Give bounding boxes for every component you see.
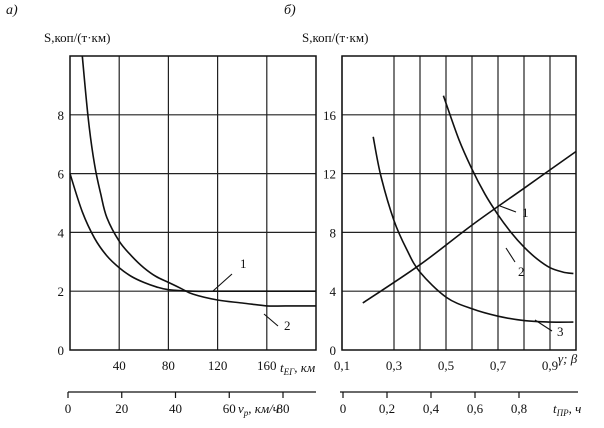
x-tick-label: 0,5 [438,358,454,373]
y-tick-label: 4 [58,225,65,240]
series-line-3 [372,136,574,323]
x-tick-label: 0,9 [542,358,558,373]
panel-a-x2ticks: 0 20 40 60 80 [65,392,290,416]
series-leader-1 [212,273,233,292]
x-tick-label: 0,3 [386,358,402,373]
series-label-1: 1 [240,256,247,271]
panel-b-series: 1 2 3 [362,95,577,339]
panel-a-ylabel: S,коп/(т·км) [44,30,110,45]
y-tick-label: 12 [323,167,336,182]
series-label-1: 1 [522,205,529,220]
panel-a-xticks: 40 80 120 160 [113,358,277,373]
panel-b-xticks: 0,1 0,3 0,5 0,7 0,9 [334,358,558,373]
panel-b-xlabel: γ; β [558,351,578,366]
panel-b-frame [341,55,577,351]
x-tick-label: 160 [257,358,277,373]
y-tick-label: 8 [58,108,65,123]
x2-tick-label: 20 [115,401,128,416]
y-tick-label: 0 [330,343,337,358]
series-label-2: 2 [284,318,291,333]
y-tick-label: 2 [58,284,65,299]
panel-b-grid [341,56,576,350]
panel-a-x2label: vp, км/ч [238,401,279,418]
series-leader-2 [505,247,516,263]
x-tick-label: 40 [113,358,126,373]
x2-tick-label: 0 [340,401,347,416]
series-line-2 [81,55,316,307]
series-label-2: 2 [518,264,525,279]
series-line-1 [362,150,577,304]
x-tick-label: 0,1 [334,358,350,373]
x2-tick-label: 80 [277,401,290,416]
x2-tick-label: 40 [169,401,182,416]
x2-tick-label: 0,2 [379,401,395,416]
y-tick-label: 6 [58,167,65,182]
x2-tick-label: 60 [223,401,236,416]
series-leader-3 [534,319,553,332]
series-line-2 [442,95,574,275]
panel-a-grid [70,56,316,350]
y-tick-label: 8 [330,225,337,240]
panel-b-x2label: tПР, ч [553,401,581,418]
x2-tick-label: 0,8 [511,401,527,416]
series-leader-2 [263,313,279,327]
y-tick-label: 16 [323,108,337,123]
panel-a-series: 12 [69,55,316,333]
panel-a-label: а) [6,3,18,18]
panel-b-x2ticks: 0 0,2 0,4 0,6 0,8 [340,392,527,416]
x2-tick-label: 0,4 [423,401,440,416]
panel-a-xlabel: tЕГ, км [280,360,315,377]
panel-b-yticks: 0 4 8 12 16 [323,108,337,358]
x-tick-label: 120 [208,358,228,373]
x-tick-label: 0,7 [490,358,507,373]
series-line-1 [69,173,316,293]
panel-a-yticks: 0 2 4 6 8 [58,108,65,358]
panel-a-frame [69,55,317,351]
x-tick-label: 80 [162,358,175,373]
x2-tick-label: 0,6 [467,401,484,416]
series-label-3: 3 [557,324,564,339]
x2-tick-label: 0 [65,401,72,416]
y-tick-label: 0 [58,343,65,358]
panel-b-label: б) [284,3,296,18]
panel-b-ylabel: S,коп/(т·км) [302,30,368,45]
series-leader-1 [499,205,517,213]
y-tick-label: 4 [330,284,337,299]
